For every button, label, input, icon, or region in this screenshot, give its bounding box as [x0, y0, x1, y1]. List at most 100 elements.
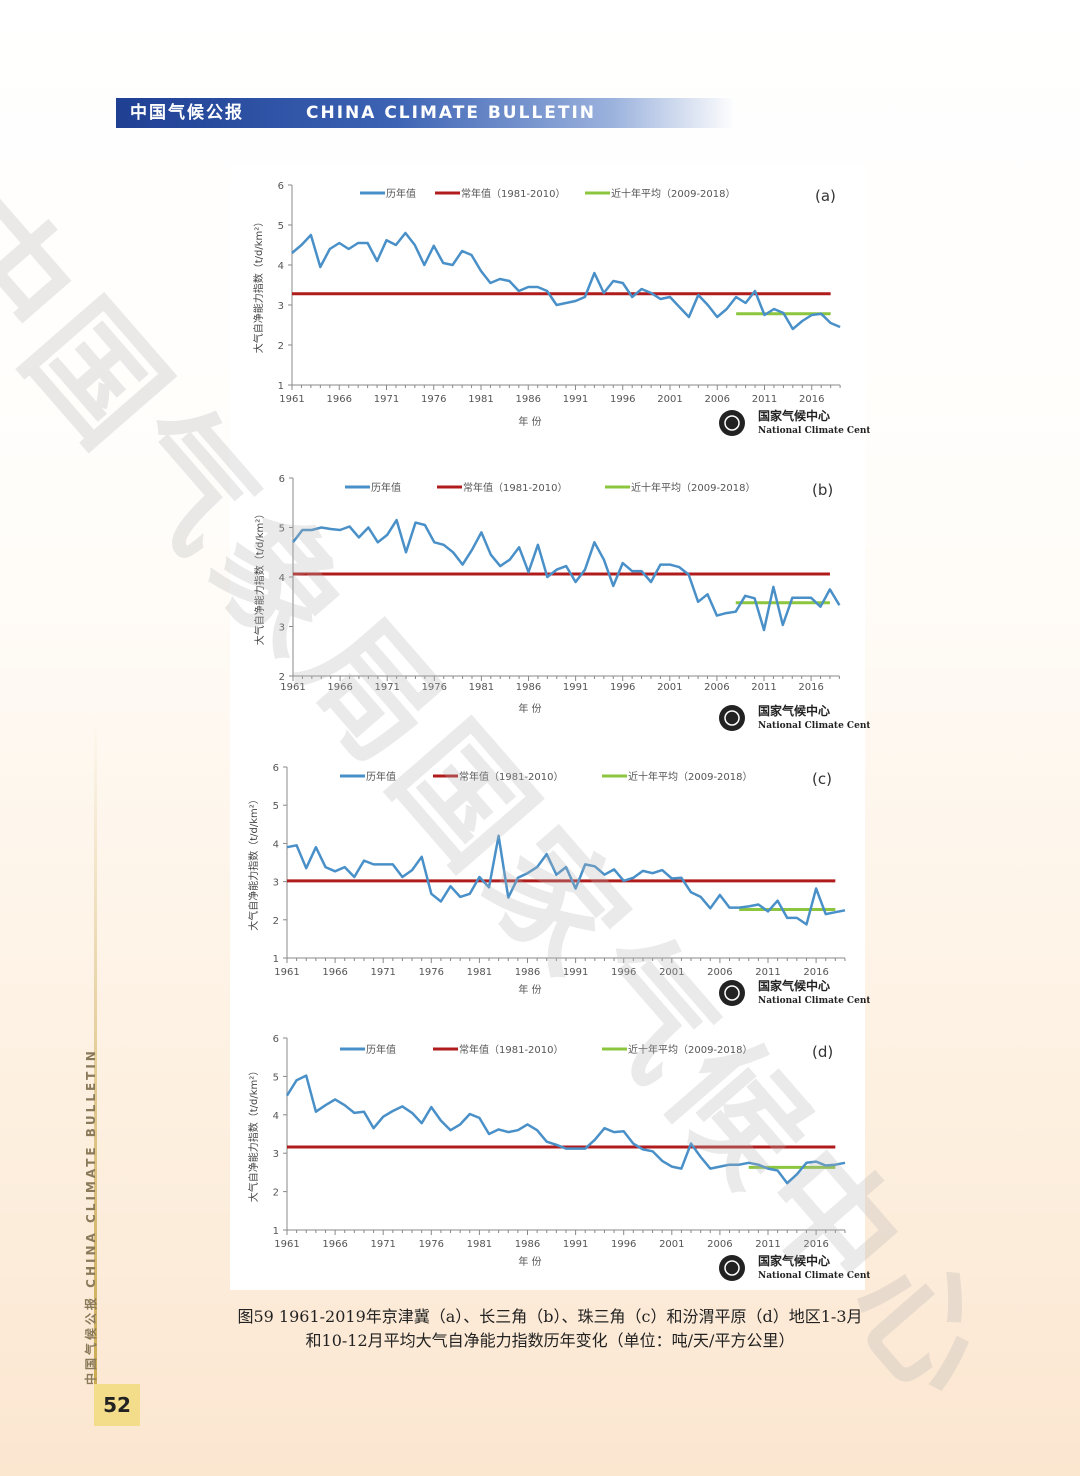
x-tick-label: 1976 — [421, 394, 446, 405]
x-tick-label: 1986 — [515, 967, 540, 978]
figure-caption-line2: 和10-12月平均大气自净能力指数历年变化（单位：吨/天/平方公里） — [305, 1331, 795, 1350]
y-tick-label: 1 — [278, 381, 284, 392]
x-axis-label: 年 份 — [518, 1255, 541, 1268]
logo-emblem-icon — [719, 705, 745, 731]
x-tick-label: 1991 — [563, 967, 588, 978]
legend-annual-label: 历年值 — [366, 1043, 396, 1056]
x-tick-label: 1966 — [327, 394, 352, 405]
chart-svg: 1 2 3 4 5 6 1961 1966 1971 1976 1981 1986 1991 1996 20… — [252, 181, 870, 436]
x-tick-label: 1961 — [279, 394, 304, 405]
x-tick-label: 1981 — [467, 967, 492, 978]
x-tick-label: 2016 — [803, 1239, 828, 1250]
logo-emblem-icon — [719, 980, 745, 1006]
x-tick-label: 2001 — [659, 1239, 684, 1250]
chart-svg: 1 2 3 4 5 6 1961 1966 1971 1976 1981 1986 1991 1996 20… — [247, 1034, 870, 1281]
x-axis-label: 年 份 — [518, 983, 541, 996]
logo-emblem-icon — [719, 1255, 745, 1281]
figure-background — [230, 165, 865, 1290]
header-title-cn: 中国气候公报 — [130, 103, 244, 123]
logo-emblem-inner-icon — [724, 985, 740, 1001]
x-tick-label: 1981 — [467, 1239, 492, 1250]
logo-name-cn: 国家气候中心 — [758, 1253, 830, 1268]
legend-annual-label: 历年值 — [386, 187, 416, 200]
logo-emblem-inner-icon — [724, 710, 740, 726]
x-tick-label: 1996 — [611, 967, 636, 978]
y-tick-label: 5 — [273, 1072, 279, 1083]
legend-annual-label: 历年值 — [371, 481, 401, 494]
panel-label: (a) — [815, 187, 836, 205]
y-tick-label: 3 — [278, 301, 284, 312]
y-tick-label: 4 — [279, 573, 285, 584]
legend-recent-label: 近十年平均（2009-2018） — [631, 481, 756, 494]
legend-normal-label: 常年值（1981-2010） — [459, 1043, 564, 1056]
y-tick-label: 1 — [273, 1226, 279, 1237]
x-tick-label: 1976 — [419, 1239, 444, 1250]
logo-name-cn: 国家气候中心 — [758, 978, 830, 993]
x-tick-label: 1981 — [468, 394, 493, 405]
x-tick-label: 2016 — [798, 682, 823, 693]
y-tick-label: 3 — [279, 623, 285, 634]
y-axis-label: 大气自净能力指数（t/d/km²） — [252, 217, 265, 354]
x-tick-label: 1971 — [370, 967, 395, 978]
y-axis-label: 大气自净能力指数（t/d/km²） — [253, 509, 266, 646]
side-divider — [94, 715, 97, 1405]
chart-panel-b: 2 3 4 5 6 1961 1966 1971 1976 1981 1986 1991 1996 200… — [230, 465, 870, 740]
y-tick-label: 6 — [273, 763, 279, 774]
annual-series-line — [285, 1074, 846, 1185]
logo-name-cn: 国家气候中心 — [758, 703, 830, 718]
y-tick-label: 2 — [273, 916, 279, 927]
chart-panel-a: 1 2 3 4 5 6 1961 1966 1971 1976 1981 1986 1991 1996 20… — [230, 170, 870, 445]
y-tick-label: 5 — [279, 524, 285, 535]
x-tick-label: 1981 — [469, 682, 494, 693]
logo-name-en: National Climate Center — [758, 996, 870, 1006]
chart-svg: 2 3 4 5 6 1961 1966 1971 1976 1981 1986 1991 1996 200… — [253, 474, 870, 731]
panel-label: (b) — [812, 481, 833, 499]
x-tick-label: 2016 — [803, 967, 828, 978]
x-tick-label: 1991 — [563, 1239, 588, 1250]
panel-label: (d) — [812, 1043, 833, 1061]
logo-emblem-inner-icon — [724, 415, 740, 431]
y-tick-label: 4 — [278, 261, 284, 272]
legend-annual-label: 历年值 — [366, 770, 396, 783]
header-title-en: CHINA CLIMATE BULLETIN — [306, 103, 597, 123]
chart-panel-c: 1 2 3 4 5 6 1961 1966 1971 1976 1981 1986 1991 1996 20… — [230, 755, 870, 1015]
page-number: 52 — [94, 1384, 140, 1426]
legend-normal-label: 常年值（1981-2010） — [459, 770, 564, 783]
x-tick-label: 2006 — [705, 394, 730, 405]
x-tick-label: 2006 — [707, 967, 732, 978]
x-tick-label: 2011 — [755, 1239, 780, 1250]
y-tick-label: 6 — [273, 1034, 279, 1045]
y-tick-label: 6 — [279, 474, 285, 485]
logo-emblem-inner-icon — [724, 1260, 740, 1276]
legend-recent-label: 近十年平均（2009-2018） — [628, 1043, 753, 1056]
legend-normal-label: 常年值（1981-2010） — [463, 481, 568, 494]
y-axis-label: 大气自净能力指数（t/d/km²） — [247, 1066, 260, 1203]
logo-name-en: National Climate Center — [758, 1271, 870, 1281]
x-tick-label: 2011 — [755, 967, 780, 978]
x-tick-label: 2001 — [657, 682, 682, 693]
x-tick-label: 1966 — [322, 1239, 347, 1250]
chart-panel-d: 1 2 3 4 5 6 1961 1966 1971 1976 1981 1986 1991 1996 20… — [230, 1025, 870, 1290]
x-tick-label: 1961 — [274, 967, 299, 978]
legend-recent-label: 近十年平均（2009-2018） — [628, 770, 753, 783]
y-axis-label: 大气自净能力指数（t/d/km²） — [247, 794, 260, 931]
x-tick-label: 2006 — [704, 682, 729, 693]
y-tick-label: 3 — [273, 1149, 279, 1160]
y-tick-label: 3 — [273, 878, 279, 889]
x-tick-label: 1971 — [374, 682, 399, 693]
logo-name-en: National Climate Center — [758, 721, 870, 731]
x-tick-label: 1961 — [280, 682, 305, 693]
x-tick-label: 2016 — [799, 394, 824, 405]
y-tick-label: 5 — [278, 221, 284, 232]
logo-name-en: National Climate Center — [758, 426, 870, 436]
x-tick-label: 1991 — [563, 394, 588, 405]
x-tick-label: 2001 — [657, 394, 682, 405]
y-tick-label: 2 — [279, 672, 285, 683]
x-tick-label: 2011 — [751, 682, 776, 693]
bulletin-header: 中国气候公报 CHINA CLIMATE BULLETIN — [116, 98, 736, 128]
legend-recent-label: 近十年平均（2009-2018） — [611, 187, 736, 200]
y-tick-label: 1 — [273, 954, 279, 965]
x-tick-label: 1961 — [274, 1239, 299, 1250]
x-tick-label: 2001 — [659, 967, 684, 978]
y-tick-label: 6 — [278, 181, 284, 192]
